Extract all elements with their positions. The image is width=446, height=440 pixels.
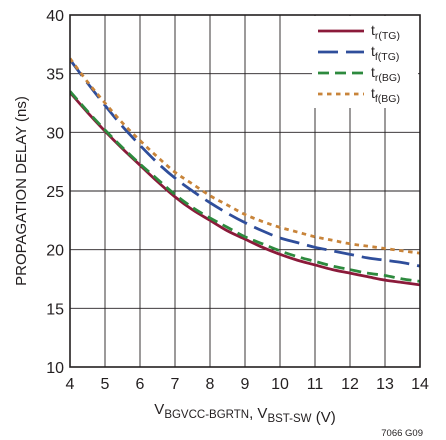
plot-frame bbox=[69, 14, 421, 368]
x-tick-label: 9 bbox=[241, 376, 250, 393]
y-tick-label: 15 bbox=[46, 301, 64, 318]
x-tick-label: 5 bbox=[101, 376, 110, 393]
y-tick-label: 35 bbox=[46, 67, 64, 84]
y-tick-label: 30 bbox=[46, 125, 64, 142]
series-line-rbg bbox=[70, 90, 420, 283]
x-tick-label: 14 bbox=[411, 376, 429, 393]
x-tick-label: 10 bbox=[271, 376, 289, 393]
legend: tr(TG)tf(TG)tr(BG)tf(BG) bbox=[312, 16, 418, 108]
y-tick-label: 40 bbox=[46, 8, 64, 25]
series-line-ftg bbox=[70, 58, 420, 268]
x-tick-label: 13 bbox=[376, 376, 394, 393]
x-tick-label: 6 bbox=[136, 376, 145, 393]
series-layer bbox=[70, 57, 420, 287]
y-tick-label: 10 bbox=[46, 360, 64, 377]
series-line-fbg bbox=[70, 57, 420, 255]
y-tick-label: 25 bbox=[46, 184, 64, 201]
y-tick-labels: 10 15 20 25 30 35 40 bbox=[46, 8, 64, 377]
figure-id: 7066 G09 bbox=[381, 428, 423, 439]
x-tick-label: 12 bbox=[341, 376, 359, 393]
y-tick-label: 20 bbox=[46, 243, 64, 260]
x-tick-label: 7 bbox=[171, 376, 180, 393]
x-axis-label: VBGVCC-BGRTN, VBST-SW (V) bbox=[154, 401, 335, 426]
x-tick-label: 4 bbox=[66, 376, 75, 393]
x-tick-label: 8 bbox=[206, 376, 215, 393]
series-line-rtg bbox=[70, 91, 420, 287]
x-tick-label: 11 bbox=[307, 376, 324, 393]
x-tick-labels: 4 5 6 7 8 9 10 11 12 13 14 bbox=[66, 376, 429, 393]
y-axis-label: PROPAGATION DELAY (ns) bbox=[13, 96, 30, 286]
